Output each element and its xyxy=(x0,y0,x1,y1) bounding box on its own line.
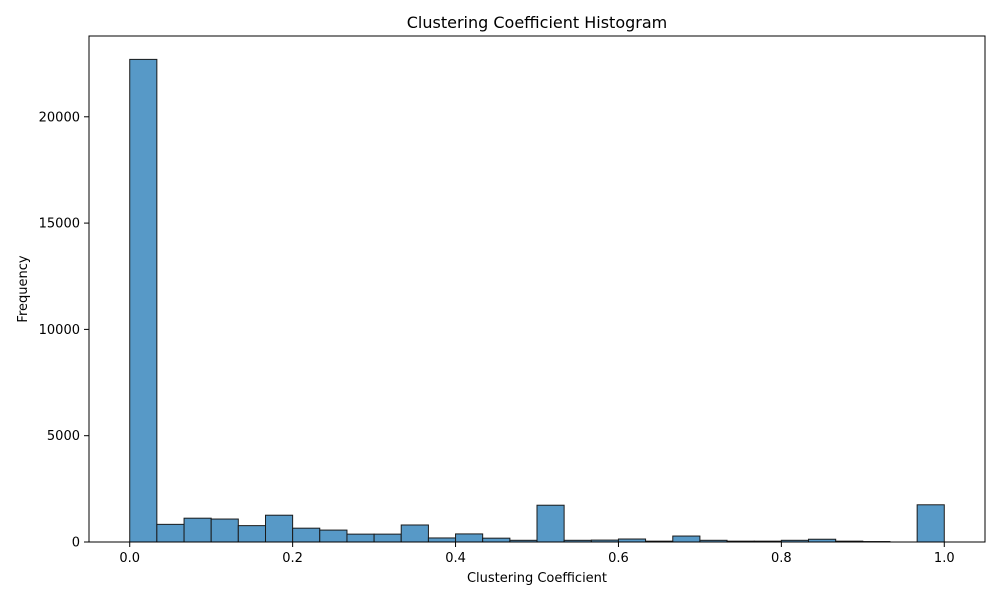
histogram-bar xyxy=(672,535,701,543)
y-tick-label: 0 xyxy=(72,536,80,551)
y-tick-label: 15000 xyxy=(39,217,80,232)
chart-title: Clustering Coefficient Histogram xyxy=(407,13,667,32)
y-axis-ticks: 0 5000 10000 15000 20000 xyxy=(39,110,89,551)
x-tick-label: 0.6 xyxy=(608,551,629,566)
histogram-bar xyxy=(373,533,402,543)
plot-frame xyxy=(88,35,986,543)
histogram-bar xyxy=(916,504,945,543)
histogram-bar xyxy=(129,58,158,543)
histogram-bar xyxy=(427,537,457,543)
histogram-bar xyxy=(400,524,429,543)
histogram-bar xyxy=(455,533,484,543)
histogram-bar xyxy=(292,527,321,543)
histogram-bar xyxy=(346,533,375,543)
histogram-bar xyxy=(265,514,294,543)
y-axis-label: Frequency xyxy=(16,255,31,322)
x-tick-label: 0.2 xyxy=(282,551,303,566)
y-tick-label: 5000 xyxy=(47,429,80,444)
histogram-bar xyxy=(536,504,565,543)
x-tick-label: 0.0 xyxy=(119,551,140,566)
x-axis-label: Clustering Coefficient xyxy=(467,571,607,586)
x-axis-ticks: 0.0 0.2 0.4 0.6 0.8 1.0 xyxy=(119,542,955,566)
histogram-bar xyxy=(183,517,212,543)
histogram-bar xyxy=(156,523,185,543)
bars-group xyxy=(129,58,945,543)
y-tick-label: 20000 xyxy=(39,110,80,125)
x-tick-label: 0.4 xyxy=(445,551,466,566)
y-tick-label: 10000 xyxy=(39,323,80,338)
histogram-bar xyxy=(319,529,348,543)
histogram-bar xyxy=(210,518,239,543)
x-tick-label: 1.0 xyxy=(934,551,955,566)
histogram-bar xyxy=(482,537,511,543)
x-tick-label: 0.8 xyxy=(771,551,792,566)
histogram-bar xyxy=(237,525,267,543)
